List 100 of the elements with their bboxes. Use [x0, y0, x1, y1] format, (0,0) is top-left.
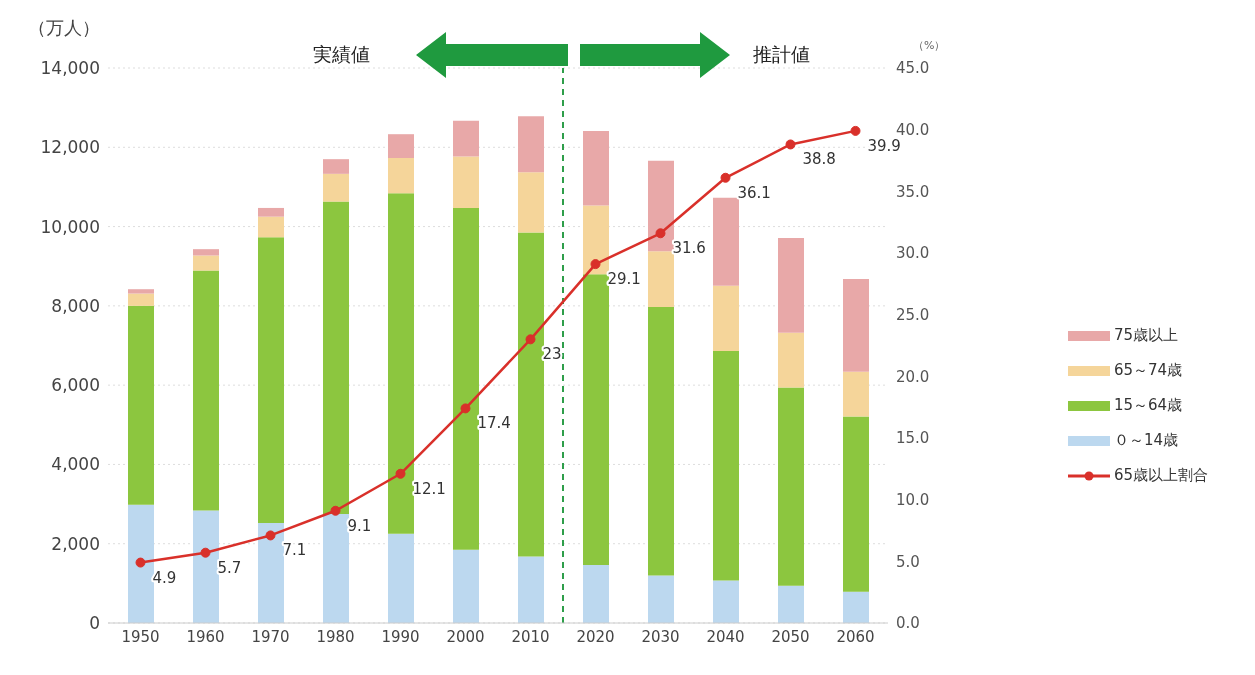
bar	[453, 156, 479, 208]
bar	[778, 238, 804, 333]
bar	[128, 293, 154, 306]
bar	[518, 556, 544, 623]
bar	[648, 160, 674, 252]
point	[720, 172, 731, 183]
bar	[258, 523, 284, 623]
legend-label: 65～74歳	[1113, 361, 1183, 380]
bar	[583, 205, 609, 275]
data-label: 5.7	[217, 558, 242, 577]
data-label: 4.9	[152, 568, 177, 587]
y-tick-label: 6,000	[51, 375, 100, 396]
y2-tick-label: 15.0	[896, 429, 930, 448]
point	[395, 468, 406, 479]
y-tick-label: 8,000	[51, 295, 100, 316]
bar	[128, 289, 154, 294]
bar	[128, 305, 154, 505]
bar	[843, 278, 869, 372]
y2-tick-label: 25.0	[896, 305, 930, 324]
point	[265, 530, 276, 541]
data-label: 31.6	[672, 239, 706, 258]
y-tick-label: 2,000	[51, 533, 100, 554]
bar	[388, 533, 414, 623]
data-label: 38.8	[802, 150, 836, 169]
point	[330, 505, 341, 516]
y2-tick-label: 30.0	[896, 244, 930, 263]
bar	[258, 237, 284, 524]
data-label: 39.9	[867, 136, 901, 155]
bar	[778, 332, 804, 388]
bar	[323, 201, 349, 514]
bar	[388, 157, 414, 194]
bar	[388, 134, 414, 158]
data-label: 17.4	[477, 414, 511, 433]
bar	[128, 504, 154, 623]
legend-label: 65歳以上割合	[1113, 466, 1208, 485]
x-tick-label: 1950	[121, 627, 160, 646]
bar	[648, 251, 674, 308]
x-tick-label: 2000	[446, 627, 485, 646]
bar	[193, 249, 219, 256]
point	[460, 403, 471, 414]
y2-tick-label: 40.0	[896, 120, 930, 139]
y-tick-label: 4,000	[51, 454, 100, 475]
bar	[583, 565, 609, 623]
bar	[583, 274, 609, 566]
y-tick-label: 12,000	[40, 137, 100, 158]
x-tick-label: 1970	[251, 627, 290, 646]
bar	[323, 173, 349, 202]
data-label: 9.1	[347, 516, 372, 535]
x-tick-label: 1990	[381, 627, 420, 646]
point	[850, 125, 861, 136]
bar	[713, 580, 739, 623]
bar	[648, 307, 674, 576]
bar	[713, 351, 739, 581]
legend-label: ０～14歳	[1113, 431, 1178, 450]
bar	[258, 207, 284, 217]
point	[525, 334, 536, 345]
y-tick-label: 14,000	[40, 58, 100, 79]
legend-label: 75歳以上	[1113, 326, 1178, 345]
y2-tick-label: 35.0	[896, 182, 930, 201]
y-tick-label: 10,000	[40, 216, 100, 237]
bar	[453, 120, 479, 157]
x-tick-label: 2060	[836, 627, 875, 646]
text: 実績値	[313, 42, 370, 67]
bar	[843, 591, 869, 623]
y2-axis-title: （%）	[913, 38, 946, 53]
bar	[518, 172, 544, 233]
x-tick-label: 2020	[576, 627, 615, 646]
x-tick-label: 1960	[186, 627, 225, 646]
bar	[193, 510, 219, 623]
y-tick-label: 0	[89, 613, 100, 634]
point	[590, 259, 601, 270]
bar	[193, 270, 219, 511]
point	[655, 228, 666, 239]
bar	[518, 232, 544, 557]
y2-tick-label: 10.0	[896, 490, 930, 509]
bar	[453, 207, 479, 550]
y2-tick-label: 0.0	[896, 614, 920, 633]
bar	[193, 255, 219, 271]
data-label: 7.1	[282, 541, 307, 560]
legend-label: 15～64歳	[1113, 396, 1183, 415]
text: 推計値	[753, 42, 810, 67]
y2-tick-label: 20.0	[896, 367, 930, 386]
y2-tick-label: 45.0	[896, 59, 930, 78]
bar	[713, 285, 739, 352]
bar	[323, 159, 349, 174]
bar	[388, 193, 414, 534]
data-label: 36.1	[737, 183, 771, 202]
x-tick-label: 2010	[511, 627, 550, 646]
bar	[518, 116, 544, 173]
bar	[453, 549, 479, 623]
x-tick-label: 2050	[771, 627, 810, 646]
bar	[323, 513, 349, 623]
bar	[648, 575, 674, 623]
bar	[843, 416, 869, 592]
point	[135, 557, 146, 568]
bar	[583, 131, 609, 206]
bar	[778, 387, 804, 586]
bar	[843, 371, 869, 417]
bar	[713, 197, 739, 286]
x-tick-label: 2030	[641, 627, 680, 646]
